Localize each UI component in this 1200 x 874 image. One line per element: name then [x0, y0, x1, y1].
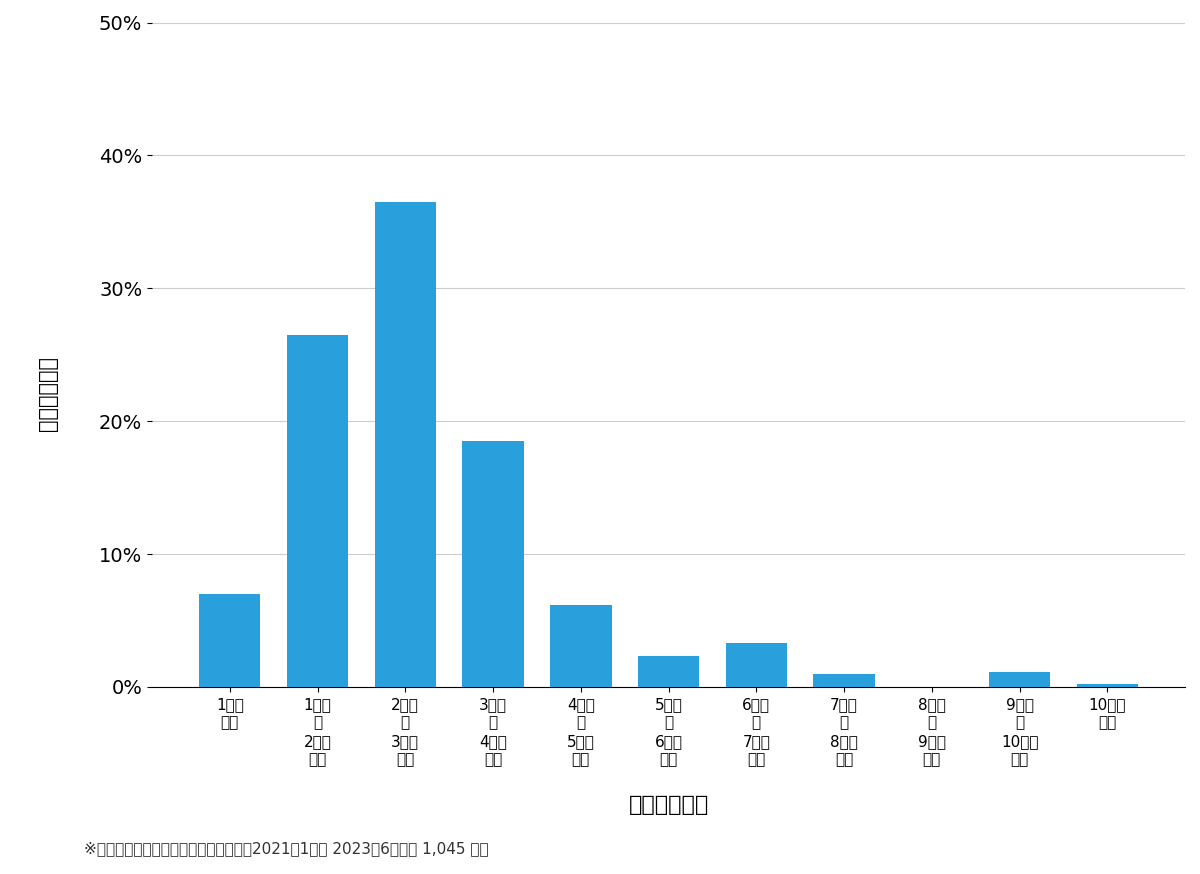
- Bar: [726, 643, 787, 687]
- Bar: [638, 656, 700, 687]
- Text: 費用帯の割合: 費用帯の割合: [38, 356, 58, 431]
- Bar: [1076, 684, 1138, 687]
- Bar: [462, 441, 523, 687]
- Bar: [199, 594, 260, 687]
- Text: ※弊社受付の案件を対象に集計（期間：2021年1月～ 2023年6月、計 1,045 件）: ※弊社受付の案件を対象に集計（期間：2021年1月～ 2023年6月、計 1,0…: [84, 842, 488, 857]
- X-axis label: 費用帯（円）: 費用帯（円）: [629, 795, 709, 815]
- Bar: [550, 605, 612, 687]
- Bar: [374, 202, 436, 687]
- Bar: [814, 674, 875, 687]
- Bar: [989, 672, 1050, 687]
- Bar: [287, 335, 348, 687]
